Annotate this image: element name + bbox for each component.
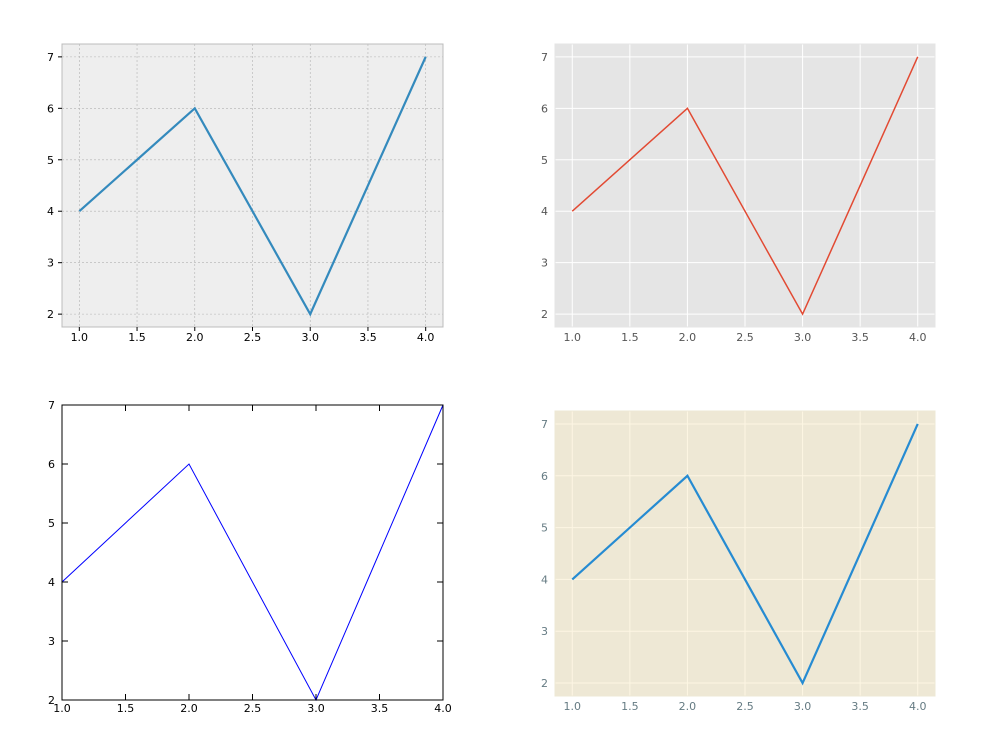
plot-frame (554, 410, 936, 697)
x-tick-label: 1.5 (621, 700, 639, 713)
y-tick-label: 5 (48, 517, 55, 530)
y-tick-label: 3 (541, 625, 548, 638)
x-tick-label: 1.0 (53, 702, 71, 715)
x-tick-label: 4.0 (909, 331, 927, 344)
x-tick-label: 1.0 (71, 331, 89, 344)
chart-panel-1: 1.0 1.5 2.0 2.5 3.0 3.5 4.0 2 3 4 5 6 7 (47, 43, 444, 344)
x-tick-label: 3.0 (307, 702, 325, 715)
y-tick-label: 5 (541, 522, 548, 535)
chart-panel-2: 1.0 1.5 2.0 2.5 3.0 3.5 4.0 2 3 4 5 6 7 (541, 43, 936, 344)
y-tick-label: 7 (541, 418, 548, 431)
x-tick-label: 1.5 (117, 702, 135, 715)
x-tick-label: 2.0 (679, 331, 697, 344)
x-tick-label: 4.0 (909, 700, 927, 713)
y-tick-label: 2 (541, 677, 548, 690)
y-tick-label: 5 (47, 154, 54, 167)
x-tick-label: 3.5 (851, 331, 869, 344)
y-tick-label: 4 (541, 573, 548, 586)
x-tick-label: 4.0 (434, 702, 452, 715)
x-tick-label: 3.0 (794, 700, 812, 713)
series-line (61, 404, 444, 702)
y-tick-label: 5 (541, 154, 548, 167)
y-tick-label: 2 (541, 308, 548, 321)
y-tick-label: 6 (541, 102, 548, 115)
x-tick-label: 1.5 (128, 331, 146, 344)
x-tick-label: 1.0 (564, 331, 582, 344)
x-tick-label: 3.0 (301, 331, 319, 344)
y-tick-label: 4 (48, 576, 55, 589)
y-tick-label: 7 (48, 399, 55, 412)
x-tick-label: 2.0 (186, 331, 204, 344)
y-tick-label: 3 (47, 257, 54, 270)
series-line (571, 423, 919, 686)
x-tick-label: 3.5 (851, 700, 869, 713)
y-tick-label: 2 (48, 694, 55, 707)
y-tick-label: 6 (541, 470, 548, 483)
x-tick-label: 1.0 (564, 700, 582, 713)
chart-panel-3: 1.0 1.5 2.0 2.5 3.0 3.5 4.0 2 3 4 5 6 7 (48, 399, 452, 715)
plot-background (62, 405, 443, 700)
x-tick-label: 3.5 (359, 331, 377, 344)
y-tick-label: 3 (48, 635, 55, 648)
y-tick-label: 6 (47, 102, 54, 115)
y-tick-label: 7 (47, 51, 54, 64)
series-line (571, 56, 919, 316)
x-tick-label: 4.0 (417, 331, 435, 344)
x-tick-label: 2.5 (244, 331, 262, 344)
x-tick-label: 1.5 (621, 331, 639, 344)
y-tick-label: 4 (541, 205, 548, 218)
y-tick-label: 2 (47, 308, 54, 321)
y-tick-label: 3 (541, 257, 548, 270)
series-line (78, 56, 427, 317)
x-tick-label: 2.5 (244, 702, 262, 715)
y-tick-label: 4 (47, 205, 54, 218)
x-tick-label: 2.0 (679, 700, 697, 713)
y-tick-label: 6 (48, 458, 55, 471)
x-tick-label: 2.5 (736, 700, 754, 713)
plot-frame (554, 43, 936, 328)
y-tick-label: 7 (541, 51, 548, 64)
chart-panel-4: 1.0 1.5 2.0 2.5 3.0 3.5 4.0 2 3 4 5 6 7 (541, 410, 936, 713)
x-tick-label: 3.0 (794, 331, 812, 344)
x-tick-label: 2.5 (736, 331, 754, 344)
x-tick-label: 2.0 (180, 702, 198, 715)
x-tick-label: 3.5 (371, 702, 389, 715)
